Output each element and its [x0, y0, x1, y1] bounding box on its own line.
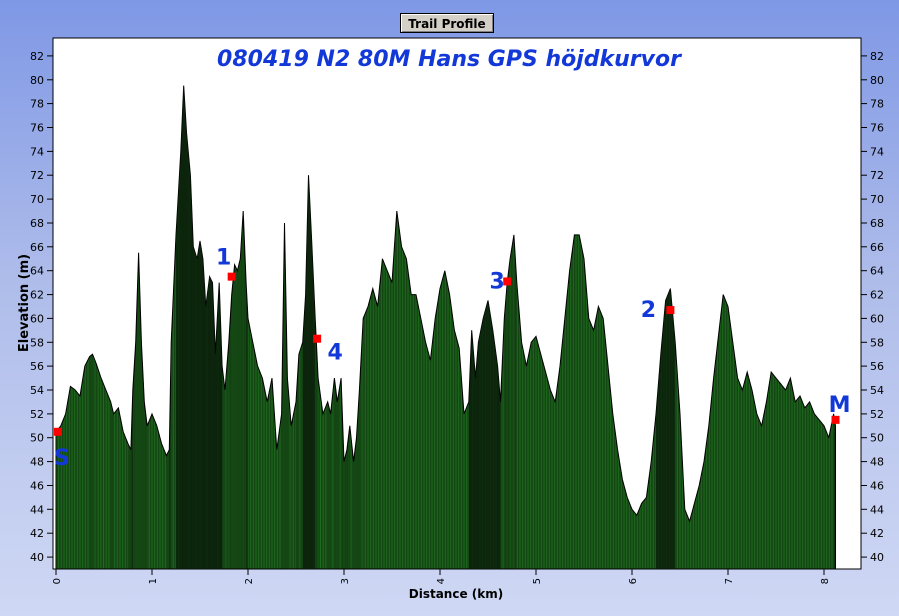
waypoint-marker [53, 427, 62, 436]
y-tick-label-left: 52 [30, 408, 44, 421]
x-axis-label: Distance (km) [409, 587, 503, 601]
waypoint-marker [831, 415, 840, 424]
y-tick-label-right: 72 [870, 169, 884, 182]
y-tick-label-left: 48 [30, 456, 44, 469]
y-tick-label-left: 40 [30, 551, 44, 564]
x-tick-label: 6 [628, 578, 639, 584]
waypoint-label: M [829, 393, 851, 418]
y-tick-label-right: 48 [870, 456, 884, 469]
x-tick-label: 4 [436, 578, 447, 584]
y-tick-label-right: 58 [870, 336, 884, 349]
x-tick-label: 2 [244, 578, 255, 584]
waypoint-label: 3 [490, 269, 505, 294]
y-tick-label-right: 44 [870, 503, 884, 516]
y-tick-label-right: 64 [870, 265, 884, 278]
y-tick-label-right: 66 [870, 241, 884, 254]
y-tick-label-left: 80 [30, 74, 44, 87]
waypoint-label: S [54, 446, 70, 471]
y-tick-label-right: 74 [870, 145, 884, 158]
y-tick-label-left: 42 [30, 527, 44, 540]
waypoint-label: 2 [641, 298, 656, 323]
elevation-profile-area [55, 85, 836, 570]
y-tick-label-left: 46 [30, 480, 44, 493]
y-tick-label-right: 56 [870, 360, 884, 373]
y-tick-label-right: 62 [870, 289, 884, 302]
x-tick-label: 0 [52, 578, 63, 584]
y-tick-label-right: 54 [870, 384, 884, 397]
y-tick-label-right: 78 [870, 98, 884, 111]
y-tick-label-left: 44 [30, 503, 44, 516]
y-tick-label-right: 42 [870, 527, 884, 540]
waypoint-label: 4 [327, 341, 342, 366]
y-tick-label-left: 64 [30, 265, 44, 278]
y-tick-label-right: 70 [870, 193, 884, 206]
y-tick-label-left: 56 [30, 360, 44, 373]
y-tick-label-left: 72 [30, 169, 44, 182]
y-axis-label: Elevation (m) [17, 254, 32, 352]
x-tick-label: 1 [148, 578, 159, 584]
profile-dark-section [302, 175, 316, 569]
y-tick-label-right: 80 [870, 74, 884, 87]
y-tick-label-right: 82 [870, 50, 884, 63]
y-tick-label-right: 46 [870, 480, 884, 493]
y-tick-label-left: 60 [30, 312, 44, 325]
y-tick-label-right: 60 [870, 312, 884, 325]
y-tick-label-left: 74 [30, 145, 44, 158]
profile-dark-section [656, 288, 676, 569]
y-tick-label-left: 70 [30, 193, 44, 206]
y-tick-label-right: 76 [870, 122, 884, 135]
y-tick-label-left: 58 [30, 336, 44, 349]
waypoint-marker [503, 277, 512, 286]
waypoint-label: 1 [216, 246, 231, 271]
y-tick-label-left: 62 [30, 289, 44, 302]
y-tick-label-left: 82 [30, 50, 44, 63]
profile-dark-section [176, 85, 223, 569]
x-tick-label: 7 [724, 578, 735, 584]
waypoint-marker [227, 272, 236, 281]
waypoint-marker [666, 306, 675, 315]
y-tick-label-right: 40 [870, 551, 884, 564]
x-tick-label: 8 [820, 578, 831, 584]
profile-dark-section [468, 300, 501, 569]
waypoint-marker [313, 334, 322, 343]
y-tick-label-left: 76 [30, 122, 44, 135]
x-tick-label: 5 [532, 578, 543, 584]
y-tick-label-right: 68 [870, 217, 884, 230]
y-tick-label-left: 78 [30, 98, 44, 111]
x-tick-label: 3 [340, 578, 351, 584]
y-tick-label-left: 54 [30, 384, 44, 397]
chart-title: 080419 N2 80M Hans GPS höjdkurvor [217, 47, 682, 72]
trail-profile-title-button[interactable]: Trail Profile [400, 13, 494, 33]
y-tick-label-left: 68 [30, 217, 44, 230]
y-tick-label-right: 52 [870, 408, 884, 421]
y-tick-label-left: 66 [30, 241, 44, 254]
y-tick-label-left: 50 [30, 432, 44, 445]
y-tick-label-right: 50 [870, 432, 884, 445]
